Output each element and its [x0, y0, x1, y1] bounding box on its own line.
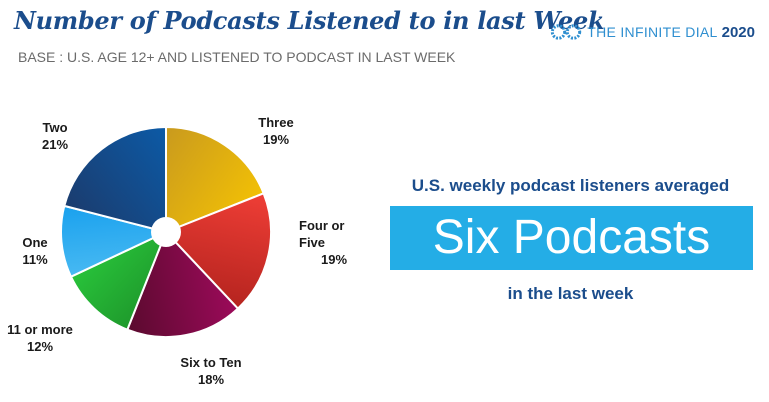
callout-headline: Six Podcasts — [390, 206, 753, 270]
infinite-dial-logo-icon — [551, 24, 582, 40]
pie-slice-one — [60, 204, 169, 279]
pie-labels: Three 19% Four or Five 19% Six to Ten 18% 11 or… — [7, 115, 347, 387]
pie-label-11-or-more: 11 or more 12% — [7, 322, 73, 354]
pie-chart: Three 19% Four or Five 19% Six to Ten 18% 11 or… — [7, 115, 347, 387]
pie-slice-two — [63, 125, 167, 234]
callout-bottom-text: in the last week — [507, 284, 634, 303]
pie-label-two: Two 21% — [42, 120, 68, 152]
pie-slice-four-or-five — [164, 192, 272, 310]
pie-slice-three — [165, 125, 265, 234]
pie-label-four-or-five: Four or Five 19% — [299, 218, 347, 267]
brand-name: THE INFINITE DIAL — [587, 24, 718, 40]
pie-slice-11-or-more — [69, 230, 168, 331]
callout-top-text: U.S. weekly podcast listeners averaged — [411, 176, 730, 195]
brand-year: 2020 — [721, 23, 755, 41]
page-title: Number of Podcasts Listened to in last W… — [14, 6, 605, 35]
pie-slice-six-to-ten — [126, 230, 240, 338]
pie-slices — [60, 125, 272, 338]
brand-logo: THE INFINITE DIAL 2020 — [550, 23, 755, 41]
page-subtitle: BASE : U.S. AGE 12+ AND LISTENED TO PODC… — [18, 49, 456, 65]
pie-label-six-to-ten: Six to Ten 18% — [180, 355, 241, 387]
pie-center-hole — [151, 217, 181, 247]
pie-label-one: One 11% — [22, 235, 48, 267]
summary-callout: U.S. weekly podcast listeners averaged S… — [388, 176, 753, 304]
pie-label-three: Three 19% — [258, 115, 293, 147]
